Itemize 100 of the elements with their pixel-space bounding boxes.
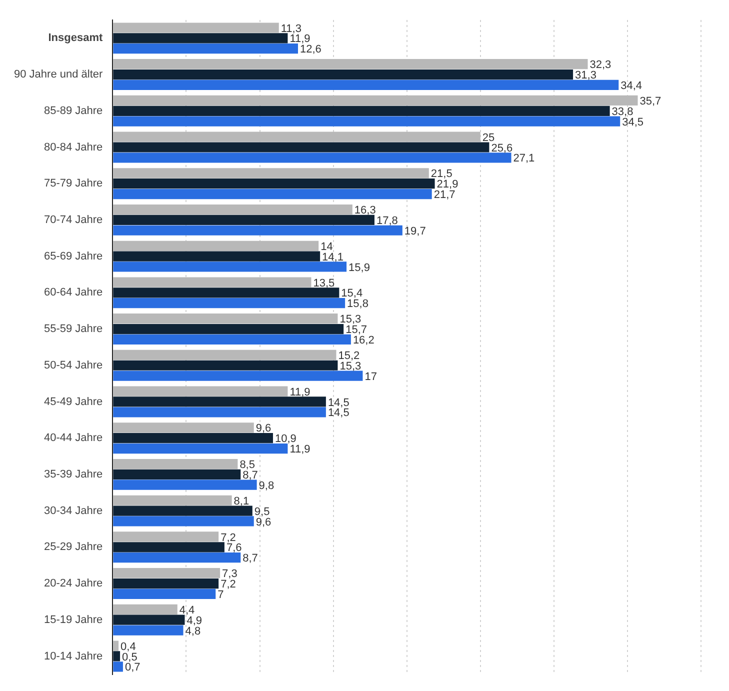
y-tick-label: 30-34 Jahre [44,504,103,517]
bar [113,407,326,418]
bar [113,625,184,636]
bar [113,386,288,396]
data-label: 8,7 [242,469,258,482]
bar [113,506,252,516]
data-label: 7,2 [220,532,236,544]
bar [113,80,619,90]
y-tick-label: 40-44 Jahre [44,432,103,444]
y-tick-label: 55-59 Jahre [44,323,103,336]
bar [113,588,216,599]
data-label: 9,8 [258,480,274,492]
bar [113,225,402,236]
data-label: 0,5 [122,651,138,664]
data-label: 16,2 [352,334,374,346]
bar [113,44,298,54]
data-label: 11,9 [290,386,310,398]
data-label: 19,7 [404,225,426,238]
bar [113,314,338,324]
data-label: 14 [320,240,333,253]
bar [113,59,588,70]
bar [113,324,344,334]
y-tick-label: 70-74 Jahre [44,214,103,226]
y-tick-label: 90 Jahre und älter [14,68,104,81]
bar [113,516,254,526]
y-tick-label: Insgesamt [48,32,103,44]
bar [113,132,480,142]
data-label: 4,8 [185,625,201,638]
data-label: 12,6 [300,44,322,56]
bar [113,651,120,662]
data-label: 21,9 [436,178,458,191]
data-label: 15,4 [341,288,363,300]
bar [113,614,185,625]
data-label: 14,5 [328,407,350,420]
data-label: 13,5 [313,277,335,290]
bar [113,240,319,251]
y-tick-label: 50-54 Jahre [44,359,103,372]
data-label: 15,3 [340,314,362,326]
bar [113,298,346,308]
bar [113,370,363,381]
bar [113,277,312,288]
bar [113,542,224,552]
bar [113,251,320,262]
bar [113,33,288,44]
data-label: 15,3 [340,360,362,372]
data-label: 11,9 [290,33,310,46]
bar [113,334,351,344]
bar [113,178,435,189]
data-label: 15,7 [346,324,368,336]
data-label: 15,8 [347,298,368,310]
bar [113,578,219,589]
bar [113,22,279,33]
bar [113,116,620,126]
bar [113,288,340,298]
data-label: 33,8 [612,106,634,118]
data-label: 14,1 [322,251,344,264]
bar [113,396,326,407]
data-label: 17,8 [376,214,398,227]
bar [113,204,352,215]
bar [113,142,490,152]
data-label: 21,5 [430,168,452,180]
bar [113,443,288,454]
bar [113,433,273,444]
bar [113,662,123,672]
bar [113,95,638,106]
y-tick-label: 85-89 Jahre [44,104,103,117]
bar [113,604,178,614]
data-label: 9,6 [256,516,272,528]
data-label: 15,2 [338,350,360,362]
data-label: 7,2 [220,578,236,591]
data-label: 11,9 [290,444,310,456]
y-tick-label: 15-19 Jahre [44,614,103,626]
data-label: 7,3 [222,568,238,580]
data-label: 14,5 [328,396,350,409]
data-label: 7 [218,588,224,601]
bar [113,552,241,563]
data-label: 32,3 [590,59,612,72]
data-label: 16,3 [354,204,376,217]
data-label: 31,3 [575,70,596,82]
bar [113,469,241,480]
data-label: 0,4 [120,640,136,653]
data-label: 17 [364,370,377,383]
bar [113,350,336,360]
data-label: 8,7 [242,552,258,565]
y-tick-label: 35-39 Jahre [44,468,103,480]
data-label: 8,5 [240,459,255,472]
bar [113,568,220,578]
y-tick-label: 65-69 Jahre [44,250,103,262]
bar [113,106,610,116]
data-label: 7,6 [226,542,242,554]
data-label: 35,7 [640,96,662,108]
data-label: 25 [482,132,495,144]
data-label: 25,6 [491,142,513,154]
data-label: 21,7 [434,189,456,202]
y-tick-label: 10-14 Jahre [44,650,103,662]
bar [113,640,119,651]
bar [113,214,374,226]
bar [113,532,219,542]
data-label: 9,5 [254,506,270,518]
data-label: 0,7 [124,662,140,674]
